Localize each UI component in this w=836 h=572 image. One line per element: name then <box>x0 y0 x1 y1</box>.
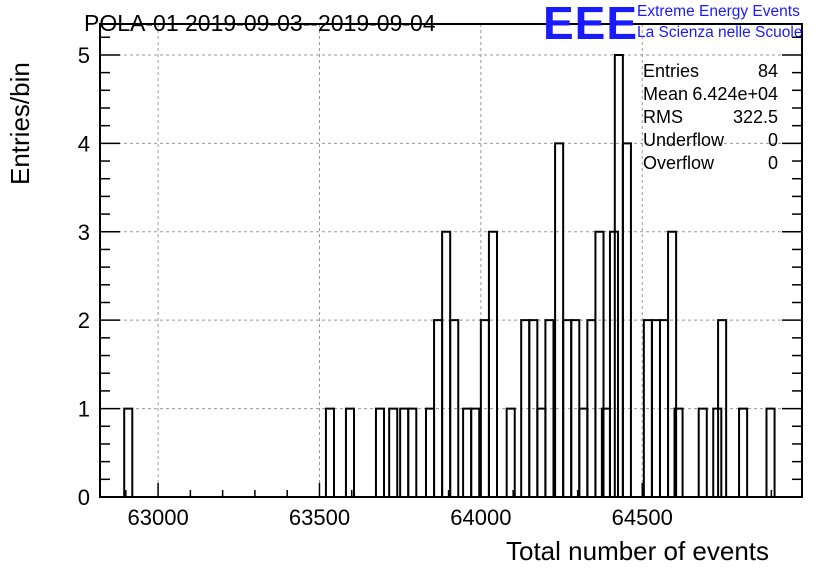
histogram-bin <box>667 230 678 497</box>
eee-logo: EEE <box>543 0 638 46</box>
y-tick-label: 5 <box>78 43 90 68</box>
histogram-bin <box>536 407 547 497</box>
histogram-bin <box>344 407 356 497</box>
histogram-bin <box>673 407 684 497</box>
histogram-bin <box>594 230 605 497</box>
histogram-bin <box>424 407 436 497</box>
y-tick-label: 2 <box>78 308 90 333</box>
histogram-bin <box>374 407 386 497</box>
y-tick-label: 4 <box>78 131 90 156</box>
stat-label-overflow: Overflow <box>643 153 715 173</box>
stat-value-entries: 84 <box>757 61 778 81</box>
histogram-bin <box>487 230 498 497</box>
stat-label-underflow: Underflow <box>643 130 725 150</box>
y-tick-label: 0 <box>78 485 90 510</box>
stat-label-entries: Entries <box>643 61 700 81</box>
stat-label-rms: RMS <box>643 107 683 127</box>
histogram-bin <box>462 407 473 497</box>
histogram-bin <box>738 407 749 497</box>
histogram-bin <box>765 407 776 497</box>
y-axis-label: Entries/bin <box>5 62 35 185</box>
eee-logo-mark: EEE <box>543 0 639 49</box>
y-tick-label: 1 <box>78 397 90 422</box>
x-tick-label: 63500 <box>289 505 350 530</box>
histogram-bin <box>621 142 632 497</box>
logo-text-line1: Extreme Energy Events <box>637 3 800 20</box>
y-tick-label: 3 <box>78 220 90 245</box>
x-tick-label: 64000 <box>450 505 511 530</box>
stat-value-rms: 322.5 <box>732 107 778 127</box>
stat-value-overflow: 0 <box>767 153 778 173</box>
histogram-bin <box>544 319 555 497</box>
histogram-bin <box>441 230 452 497</box>
histogram-bin <box>717 319 728 497</box>
stat-value-mean: 6.424e+04 <box>692 84 778 104</box>
stat-value-underflow: 0 <box>767 130 778 150</box>
histogram-bin <box>449 319 460 497</box>
logo-text-line2: La Scienza nelle Scuole <box>637 24 803 41</box>
x-axis-label: Total number of events <box>506 536 770 566</box>
histogram-bin <box>388 407 399 497</box>
histogram-bin <box>697 407 708 497</box>
stat-label-mean: Mean <box>643 84 689 104</box>
histogram-bin <box>470 407 481 497</box>
chart-title: POLA-01 2019-09-03--2019-09-04 <box>84 10 436 36</box>
plot-frame <box>99 23 803 498</box>
tick-labels: 63000 63500 64000 64500 0 1 2 3 4 5 <box>78 43 673 530</box>
histogram-bin <box>123 407 134 497</box>
histogram-bin <box>324 407 335 497</box>
histogram-bin <box>578 407 589 497</box>
histogram-bin <box>505 407 516 497</box>
histogram-bin <box>399 407 410 497</box>
x-tick-label: 64500 <box>612 505 673 530</box>
x-tick-label: 63000 <box>128 505 189 530</box>
histogram-bin <box>407 407 418 497</box>
histogram-bins <box>123 53 776 497</box>
